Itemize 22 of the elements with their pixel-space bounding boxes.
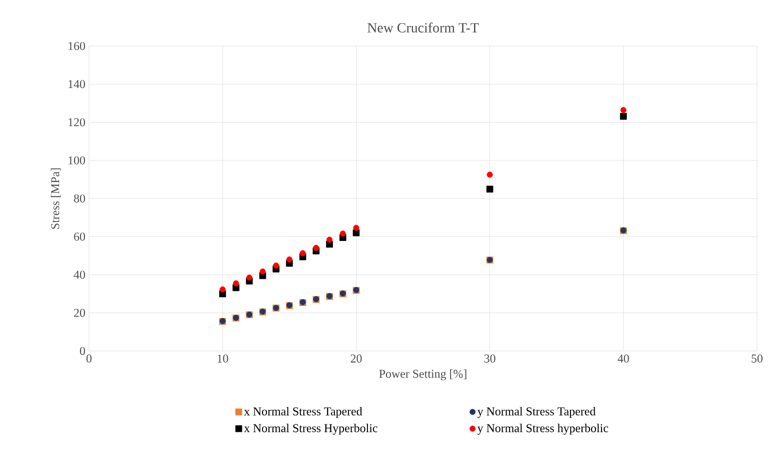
legend-label: y Normal Stress hyperbolic	[477, 424, 608, 435]
y-tick-label: 60	[74, 232, 86, 241]
y-tick-label: 140	[68, 80, 86, 88]
y-tick-label: 120	[68, 118, 86, 126]
x-tick-label: 40	[618, 354, 629, 363]
x-tick-label: 30	[484, 354, 496, 363]
y-tick-label: 40	[74, 270, 86, 279]
legend-label: x Normal Stress Hyperbolic	[244, 424, 378, 435]
x-tick-label: 50	[752, 354, 763, 363]
y-tick-label: 80	[74, 194, 86, 203]
x-axis-title: Power Setting [%]	[379, 369, 466, 380]
y-tick-label: 160	[68, 42, 86, 50]
y-tick-label: 20	[74, 308, 86, 317]
y-axis-title: Stress [MPa]	[50, 168, 61, 229]
chart-title: New Cruciform T-T	[368, 22, 479, 32]
x-tick-label: 20	[350, 354, 362, 363]
legend-label: y Normal Stress Tapered	[477, 407, 596, 418]
x-tick-label: 10	[218, 354, 228, 363]
y-tick-label: 0	[80, 346, 86, 356]
legend-label: x Normal Stress Tapered	[244, 407, 362, 418]
x-tick-label: 0	[86, 354, 92, 363]
y-tick-label: 100	[68, 156, 86, 164]
